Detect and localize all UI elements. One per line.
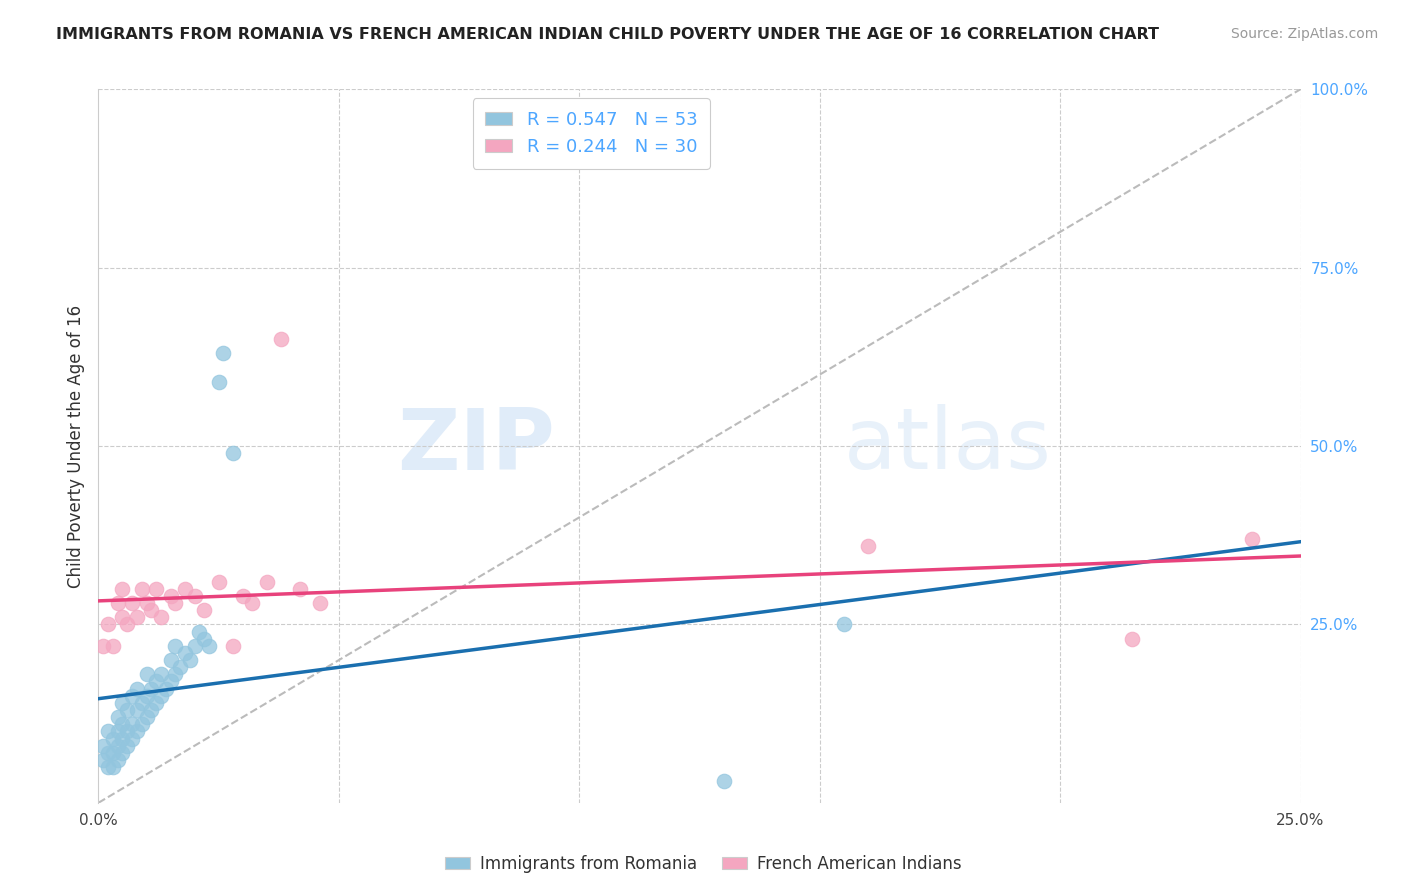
Point <box>111 731 134 746</box>
Point <box>111 746 134 760</box>
Point <box>91 639 114 653</box>
Point <box>222 639 245 653</box>
Point <box>1121 632 1143 646</box>
Point <box>135 667 157 681</box>
Point <box>713 774 735 789</box>
Point <box>107 596 129 610</box>
Point <box>91 739 114 753</box>
Point <box>183 639 205 653</box>
Y-axis label: Child Poverty Under the Age of 16: Child Poverty Under the Age of 16 <box>66 304 84 588</box>
Point <box>290 582 312 596</box>
Text: atlas: atlas <box>844 404 1052 488</box>
Point <box>101 639 124 653</box>
Point <box>141 681 163 696</box>
Text: IMMIGRANTS FROM ROMANIA VS FRENCH AMERICAN INDIAN CHILD POVERTY UNDER THE AGE OF: IMMIGRANTS FROM ROMANIA VS FRENCH AMERIC… <box>56 27 1159 42</box>
Point <box>107 739 129 753</box>
Point <box>107 753 129 767</box>
Point <box>165 639 187 653</box>
Point <box>101 731 124 746</box>
Point <box>212 346 235 360</box>
Point <box>117 617 139 632</box>
Point <box>125 724 148 739</box>
Point <box>832 617 855 632</box>
Point <box>174 582 197 596</box>
Point <box>208 574 231 589</box>
Point <box>121 689 143 703</box>
Point <box>107 710 129 724</box>
Point <box>159 589 181 603</box>
Point <box>856 539 879 553</box>
Point <box>97 724 120 739</box>
Point <box>125 681 148 696</box>
Point <box>117 739 139 753</box>
Point <box>1241 532 1264 546</box>
Point <box>111 717 134 731</box>
Point <box>97 760 120 774</box>
Point <box>159 674 181 689</box>
Point <box>121 596 143 610</box>
Legend: Immigrants from Romania, French American Indians: Immigrants from Romania, French American… <box>437 848 969 880</box>
Point <box>135 596 157 610</box>
Point <box>145 674 167 689</box>
Point <box>222 446 245 460</box>
Point <box>193 603 215 617</box>
Point <box>107 724 129 739</box>
Point <box>117 724 139 739</box>
Point <box>91 753 114 767</box>
Point <box>188 624 211 639</box>
Point <box>165 667 187 681</box>
Legend: R = 0.547   N = 53, R = 0.244   N = 30: R = 0.547 N = 53, R = 0.244 N = 30 <box>472 98 710 169</box>
Point <box>270 332 292 346</box>
Point <box>198 639 221 653</box>
Point <box>149 610 172 624</box>
Point <box>101 746 124 760</box>
Point <box>208 375 231 389</box>
Point <box>174 646 197 660</box>
Point <box>131 582 153 596</box>
Point <box>121 717 143 731</box>
Point <box>135 710 157 724</box>
Point <box>101 760 124 774</box>
Point <box>131 696 153 710</box>
Point <box>179 653 201 667</box>
Point <box>165 596 187 610</box>
Point <box>131 717 153 731</box>
Point <box>141 703 163 717</box>
Point <box>308 596 330 610</box>
Point <box>169 660 191 674</box>
Point <box>183 589 205 603</box>
Point <box>155 681 177 696</box>
Point <box>121 731 143 746</box>
Point <box>145 582 167 596</box>
Point <box>117 703 139 717</box>
Point <box>135 689 157 703</box>
Point <box>145 696 167 710</box>
Point <box>256 574 278 589</box>
Point <box>111 582 134 596</box>
Text: Source: ZipAtlas.com: Source: ZipAtlas.com <box>1230 27 1378 41</box>
Point <box>97 746 120 760</box>
Point <box>149 689 172 703</box>
Point <box>97 617 120 632</box>
Point <box>111 610 134 624</box>
Point <box>125 703 148 717</box>
Point <box>125 610 148 624</box>
Text: ZIP: ZIP <box>398 404 555 488</box>
Point <box>141 603 163 617</box>
Point <box>232 589 254 603</box>
Point <box>159 653 181 667</box>
Point <box>149 667 172 681</box>
Point <box>240 596 263 610</box>
Point <box>111 696 134 710</box>
Point <box>193 632 215 646</box>
